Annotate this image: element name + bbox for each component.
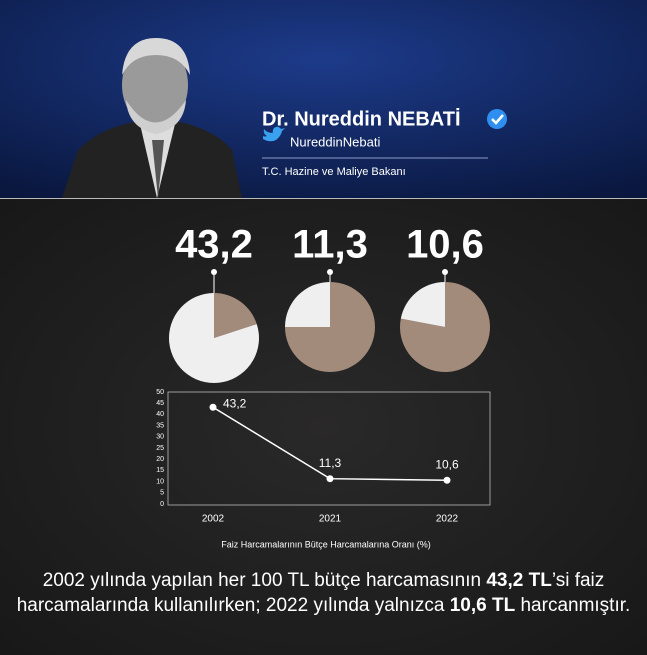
y-tick-label: 10 [156,478,164,485]
y-tick-label: 0 [160,501,164,508]
caption-bold: 43,2 TL [486,570,552,591]
x-tick-label: 2022 [436,514,459,525]
point [209,403,217,411]
value-label: 10,6 [435,457,459,471]
caption: 2002 yılında yapılan her 100 TL bütçe ha… [10,568,637,618]
x-axis-label: Faiz Harcamalarının Bütçe Harcamalarına … [221,539,431,549]
point [443,476,451,484]
y-tick-label: 5 [160,490,164,497]
caption-bold: 10,6 TL [449,595,516,616]
pie-title: 10,6 [406,223,484,267]
stem-dot [442,269,448,275]
y-tick-label: 45 [156,400,164,407]
twitter-icon [263,126,285,142]
caption-text: 2002 yılında yapılan her 100 TL bütçe ha… [42,570,487,591]
value-label: 43,2 [223,396,247,410]
pie-slice [214,293,257,338]
y-tick-label: 25 [156,445,164,452]
verified-badge [487,109,507,129]
portrait [62,38,242,198]
caption-text: ’si faiz harcamalarında kullanılırken; 2… [16,570,605,616]
pie-slice [285,282,330,327]
y-tick-label: 30 [156,434,164,441]
role: T.C. Hazine ve Maliye Bakanı [262,166,406,178]
x-tick-label: 2002 [202,514,225,525]
y-tick-label: 20 [156,456,164,463]
body-bg [0,199,647,655]
pie-slice [169,293,259,383]
y-tick-label: 50 [156,389,164,396]
y-tick-label: 15 [156,467,164,474]
stem-dot [211,269,217,275]
pie-title: 43,2 [175,223,253,267]
y-tick-label: 40 [156,411,164,418]
value-label: 11,3 [319,456,342,470]
stem-dot [327,269,333,275]
handle: NureddinNebati [290,134,380,149]
point [326,475,334,483]
pie-slice [400,282,445,327]
name: Dr. Nureddin NEBATİ [262,107,461,130]
caption-text: harcanmıştır. [515,595,631,616]
y-tick-label: 35 [156,422,164,429]
x-tick-label: 2021 [319,514,342,525]
pie-title: 11,3 [292,223,368,267]
plot-frame [167,391,491,506]
